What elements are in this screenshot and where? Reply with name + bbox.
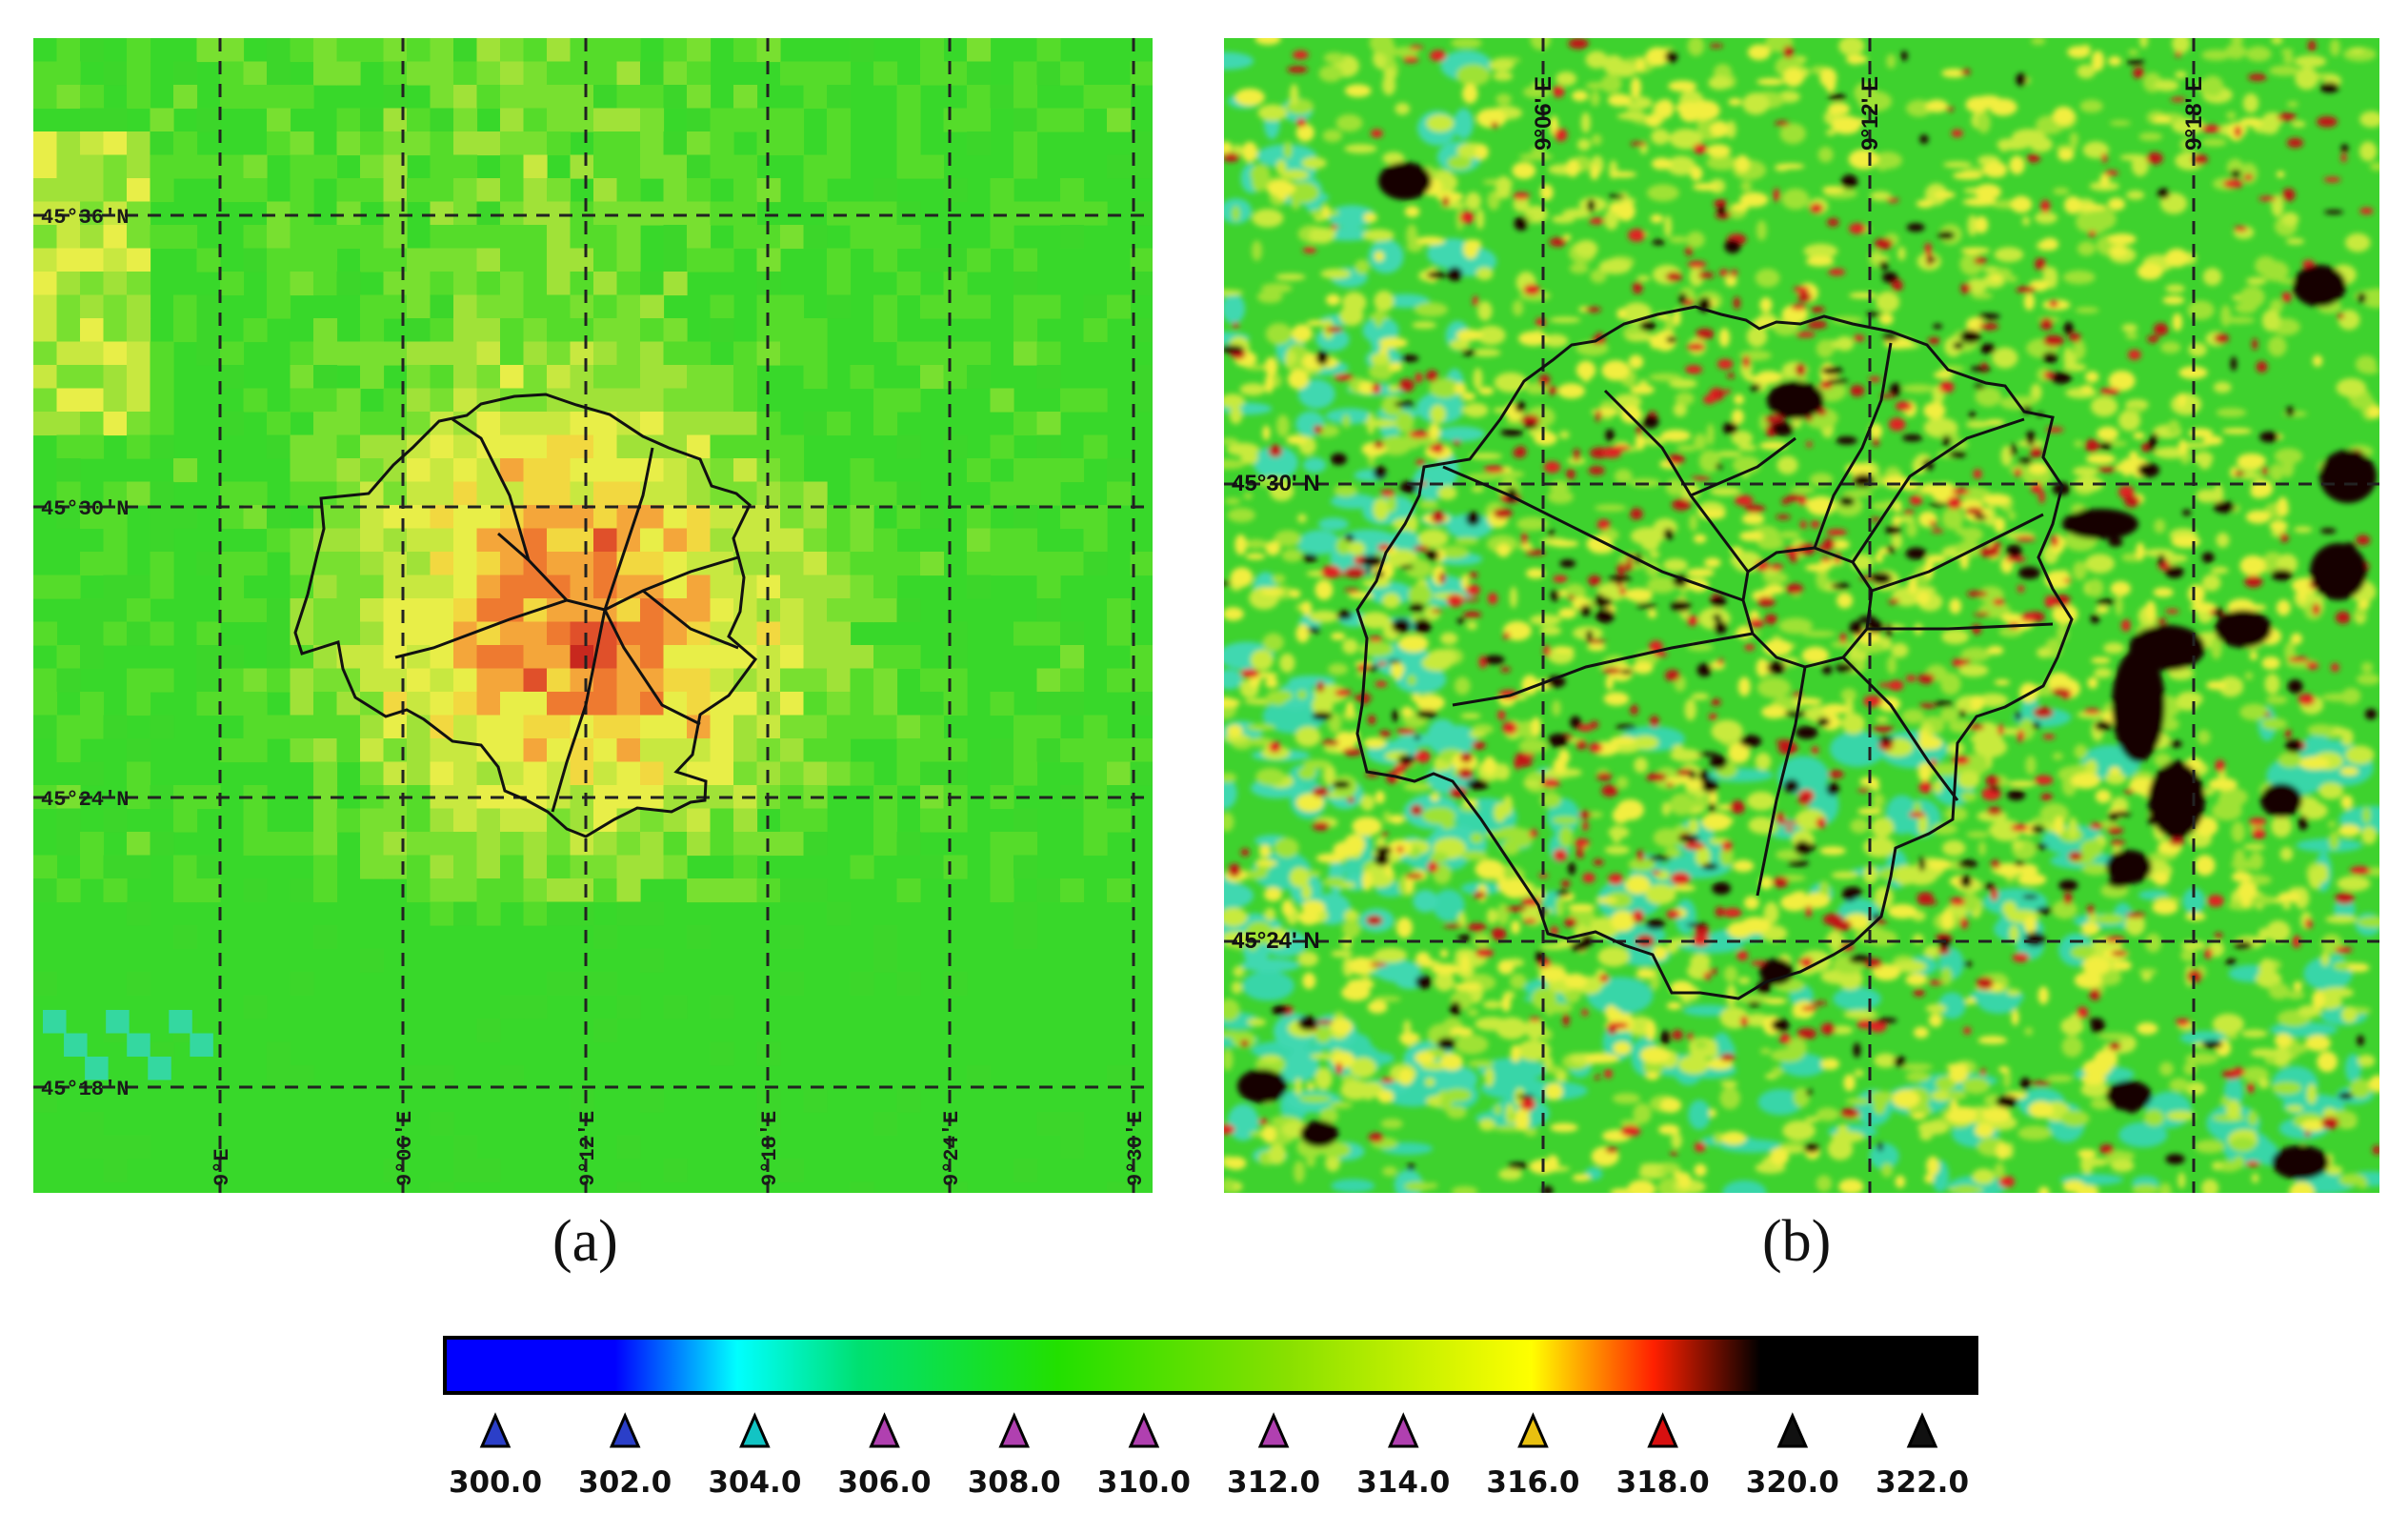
lon-label-9-06-b: 9°06' E bbox=[1531, 76, 1556, 151]
colorbar-tick-label: 322.0 bbox=[1875, 1465, 1970, 1500]
map-panel-a: 45°36'N 45°30'N 45°24'N 45°18'N 9°E 9°06… bbox=[33, 38, 1153, 1193]
raster-blobs-b bbox=[1224, 38, 2379, 1193]
colorbar-marker bbox=[1906, 1412, 1938, 1448]
colorbar-tick-label: 302.0 bbox=[578, 1465, 672, 1500]
colorbar-tick-label: 316.0 bbox=[1486, 1465, 1580, 1500]
lst-map-fine: 45°30' N 45°24' N 9°06' E 9°12' E 9°18' … bbox=[1224, 38, 2379, 1193]
lat-labels-b: 45°30' N 45°24' N bbox=[1232, 471, 1320, 954]
lon-label-9-30: 9°30'E bbox=[1124, 1111, 1148, 1186]
colorbar bbox=[443, 1336, 1978, 1395]
colorbar-marker bbox=[1128, 1412, 1160, 1448]
lon-labels-a: 9°E 9°06'E 9°12'E 9°18'E 9°24'E 9°30'E bbox=[211, 1111, 1148, 1186]
colorbar-marker bbox=[1647, 1412, 1678, 1448]
colorbar-tick-label: 304.0 bbox=[708, 1465, 802, 1500]
colorbar-tick-label: 300.0 bbox=[448, 1465, 543, 1500]
colorbar-marker bbox=[1257, 1412, 1290, 1448]
panel-b-caption: (b) bbox=[1762, 1209, 1832, 1274]
lat-label-45-36: 45°36'N bbox=[41, 206, 129, 230]
colorbar-tick-label: 310.0 bbox=[1096, 1465, 1191, 1500]
colorbar-tick-label: 308.0 bbox=[967, 1465, 1061, 1500]
colorbar-marker bbox=[998, 1412, 1031, 1448]
colorbar-tick-label: 318.0 bbox=[1615, 1465, 1710, 1500]
city-boundary-b bbox=[1355, 305, 2074, 1000]
lon-label-9-12: 9°12'E bbox=[576, 1111, 600, 1186]
colorbar-marker bbox=[739, 1412, 771, 1448]
lon-label-9-12-b: 9°12' E bbox=[1857, 76, 1883, 151]
lon-label-9-18: 9°18'E bbox=[758, 1111, 782, 1186]
raster-cells-a bbox=[33, 38, 1153, 1193]
map-panel-b: 45°30' N 45°24' N 9°06' E 9°12' E 9°18' … bbox=[1224, 38, 2379, 1193]
lat-labels-a: 45°36'N 45°30'N 45°24'N 45°18'N bbox=[41, 206, 129, 1101]
colorbar-marker bbox=[1776, 1412, 1809, 1448]
lat-label-45-18: 45°18'N bbox=[41, 1078, 129, 1101]
lat-label-45-30-b: 45°30' N bbox=[1232, 471, 1320, 496]
panel-a-caption: (a) bbox=[552, 1209, 618, 1274]
colorbar-marker bbox=[609, 1412, 641, 1448]
lst-map-coarse: 45°36'N 45°30'N 45°24'N 45°18'N 9°E 9°06… bbox=[33, 38, 1153, 1193]
lon-label-9-06: 9°06'E bbox=[393, 1111, 417, 1186]
lon-labels-b: 9°06' E 9°12' E 9°18' E bbox=[1531, 76, 2207, 151]
colorbar-tick-label: 312.0 bbox=[1227, 1465, 1321, 1500]
lat-label-45-24: 45°24'N bbox=[41, 788, 129, 812]
colorbar-marker bbox=[1517, 1412, 1549, 1448]
colorbar-marker bbox=[479, 1412, 512, 1448]
lon-label-9-00: 9°E bbox=[211, 1148, 234, 1186]
lon-label-9-24: 9°24'E bbox=[940, 1111, 964, 1186]
colorbar-tick-label: 314.0 bbox=[1356, 1465, 1451, 1500]
colorbar-marker bbox=[869, 1412, 900, 1448]
lat-label-45-24-b: 45°24' N bbox=[1232, 928, 1320, 954]
lon-label-9-18-b: 9°18' E bbox=[2181, 76, 2207, 151]
lat-label-45-30: 45°30'N bbox=[41, 497, 129, 521]
graticule-a bbox=[33, 38, 1153, 1193]
colorbar-marker bbox=[1387, 1412, 1419, 1448]
colorbar-tick-label: 306.0 bbox=[837, 1465, 932, 1500]
colorbar-tick-label: 320.0 bbox=[1745, 1465, 1839, 1500]
city-boundary-a bbox=[293, 393, 758, 838]
